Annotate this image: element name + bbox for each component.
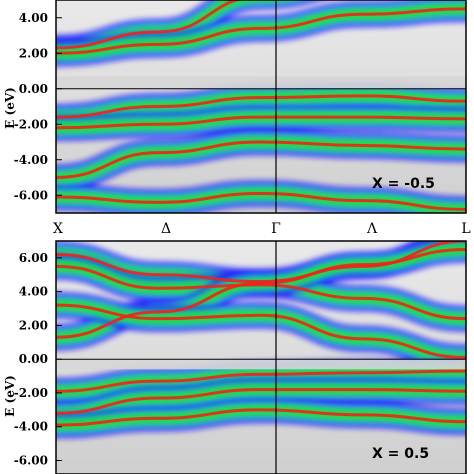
bottom-gap-region xyxy=(56,359,466,370)
bottom-y-tick-label: 2.00 xyxy=(19,318,48,332)
kpath-label-x: X xyxy=(53,221,63,237)
top-gap-region xyxy=(56,76,466,89)
top-panel-annotation: X = -0.5 xyxy=(372,176,435,192)
top-band-0-core xyxy=(56,0,243,50)
bottom-band-5-core xyxy=(56,388,466,415)
top-y-tick-label: -2.00 xyxy=(14,117,48,131)
bottom-band-3-core xyxy=(56,303,466,359)
kpath-label-gamma: Γ xyxy=(271,221,281,237)
kpath-label-delta: Δ xyxy=(161,221,171,237)
top-y-tick-label: -4.00 xyxy=(14,153,48,167)
top-band-3-core xyxy=(56,115,466,130)
bottom-band-6-core xyxy=(56,408,466,427)
bottom-panel: 6.00 4.00 2.00 0.00 -2.00 -4.00 -6.00 E (eV) X… xyxy=(3,240,467,474)
bottom-y-tick-label: -4.00 xyxy=(14,420,48,434)
bottom-y-tick-label: -6.00 xyxy=(14,453,48,467)
top-band-4-core xyxy=(56,140,466,179)
top-heatmap xyxy=(56,0,466,213)
bottom-y-axis-title: E (eV) xyxy=(3,375,17,417)
bottom-band-2-core xyxy=(56,247,466,339)
top-band-5-core xyxy=(56,191,466,211)
bottom-y-tick-label: 0.00 xyxy=(19,352,48,366)
bottom-y-tick-label: -2.00 xyxy=(14,386,48,400)
bottom-frame xyxy=(55,240,467,474)
bottom-y-axis: 6.00 4.00 2.00 0.00 -2.00 -4.00 -6.00 xyxy=(14,251,62,467)
top-y-tick-label: -6.00 xyxy=(14,188,48,202)
kpath-label-lambda: Λ xyxy=(366,221,378,237)
kpath-label-l: L xyxy=(461,221,470,237)
top-band-2-core xyxy=(56,94,466,119)
top-band-1-core xyxy=(56,7,466,55)
kpath-labels: X Δ Γ Λ L xyxy=(53,221,471,237)
bottom-y-tick-label: 6.00 xyxy=(19,251,48,265)
top-y-tick-label: 0.00 xyxy=(19,82,48,96)
top-panel: 4.00 2.00 0.00 -2.00 -4.00 -6.00 E (eV) X = -… xyxy=(3,0,467,214)
bottom-panel-annotation: X = 0.5 xyxy=(372,446,429,462)
bottom-band-4-core xyxy=(56,369,466,393)
top-frame xyxy=(55,0,467,214)
bottom-y-tick-label: 4.00 xyxy=(19,285,48,299)
bottom-heatmap xyxy=(56,241,466,439)
top-y-tick-label: 4.00 xyxy=(19,11,48,25)
bottom-band-1-core xyxy=(56,264,466,321)
top-y-axis: 4.00 2.00 0.00 -2.00 -4.00 -6.00 xyxy=(14,11,62,202)
top-y-tick-label: 2.00 xyxy=(19,46,48,60)
top-y-axis-title: E (eV) xyxy=(3,87,17,129)
